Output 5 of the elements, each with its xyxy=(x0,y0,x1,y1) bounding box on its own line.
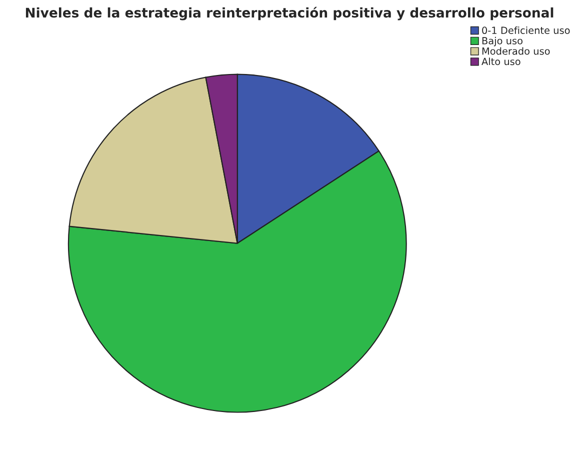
legend-label: 0-1 Deficiente uso xyxy=(482,26,570,34)
legend-label: Bajo uso xyxy=(482,36,522,46)
legend-label: Moderado uso xyxy=(482,47,550,55)
legend-label: Alto uso xyxy=(482,58,520,66)
chart-title: Niveles de la estrategia reinterpretación positiva y desarrollo personal xyxy=(26,6,554,20)
